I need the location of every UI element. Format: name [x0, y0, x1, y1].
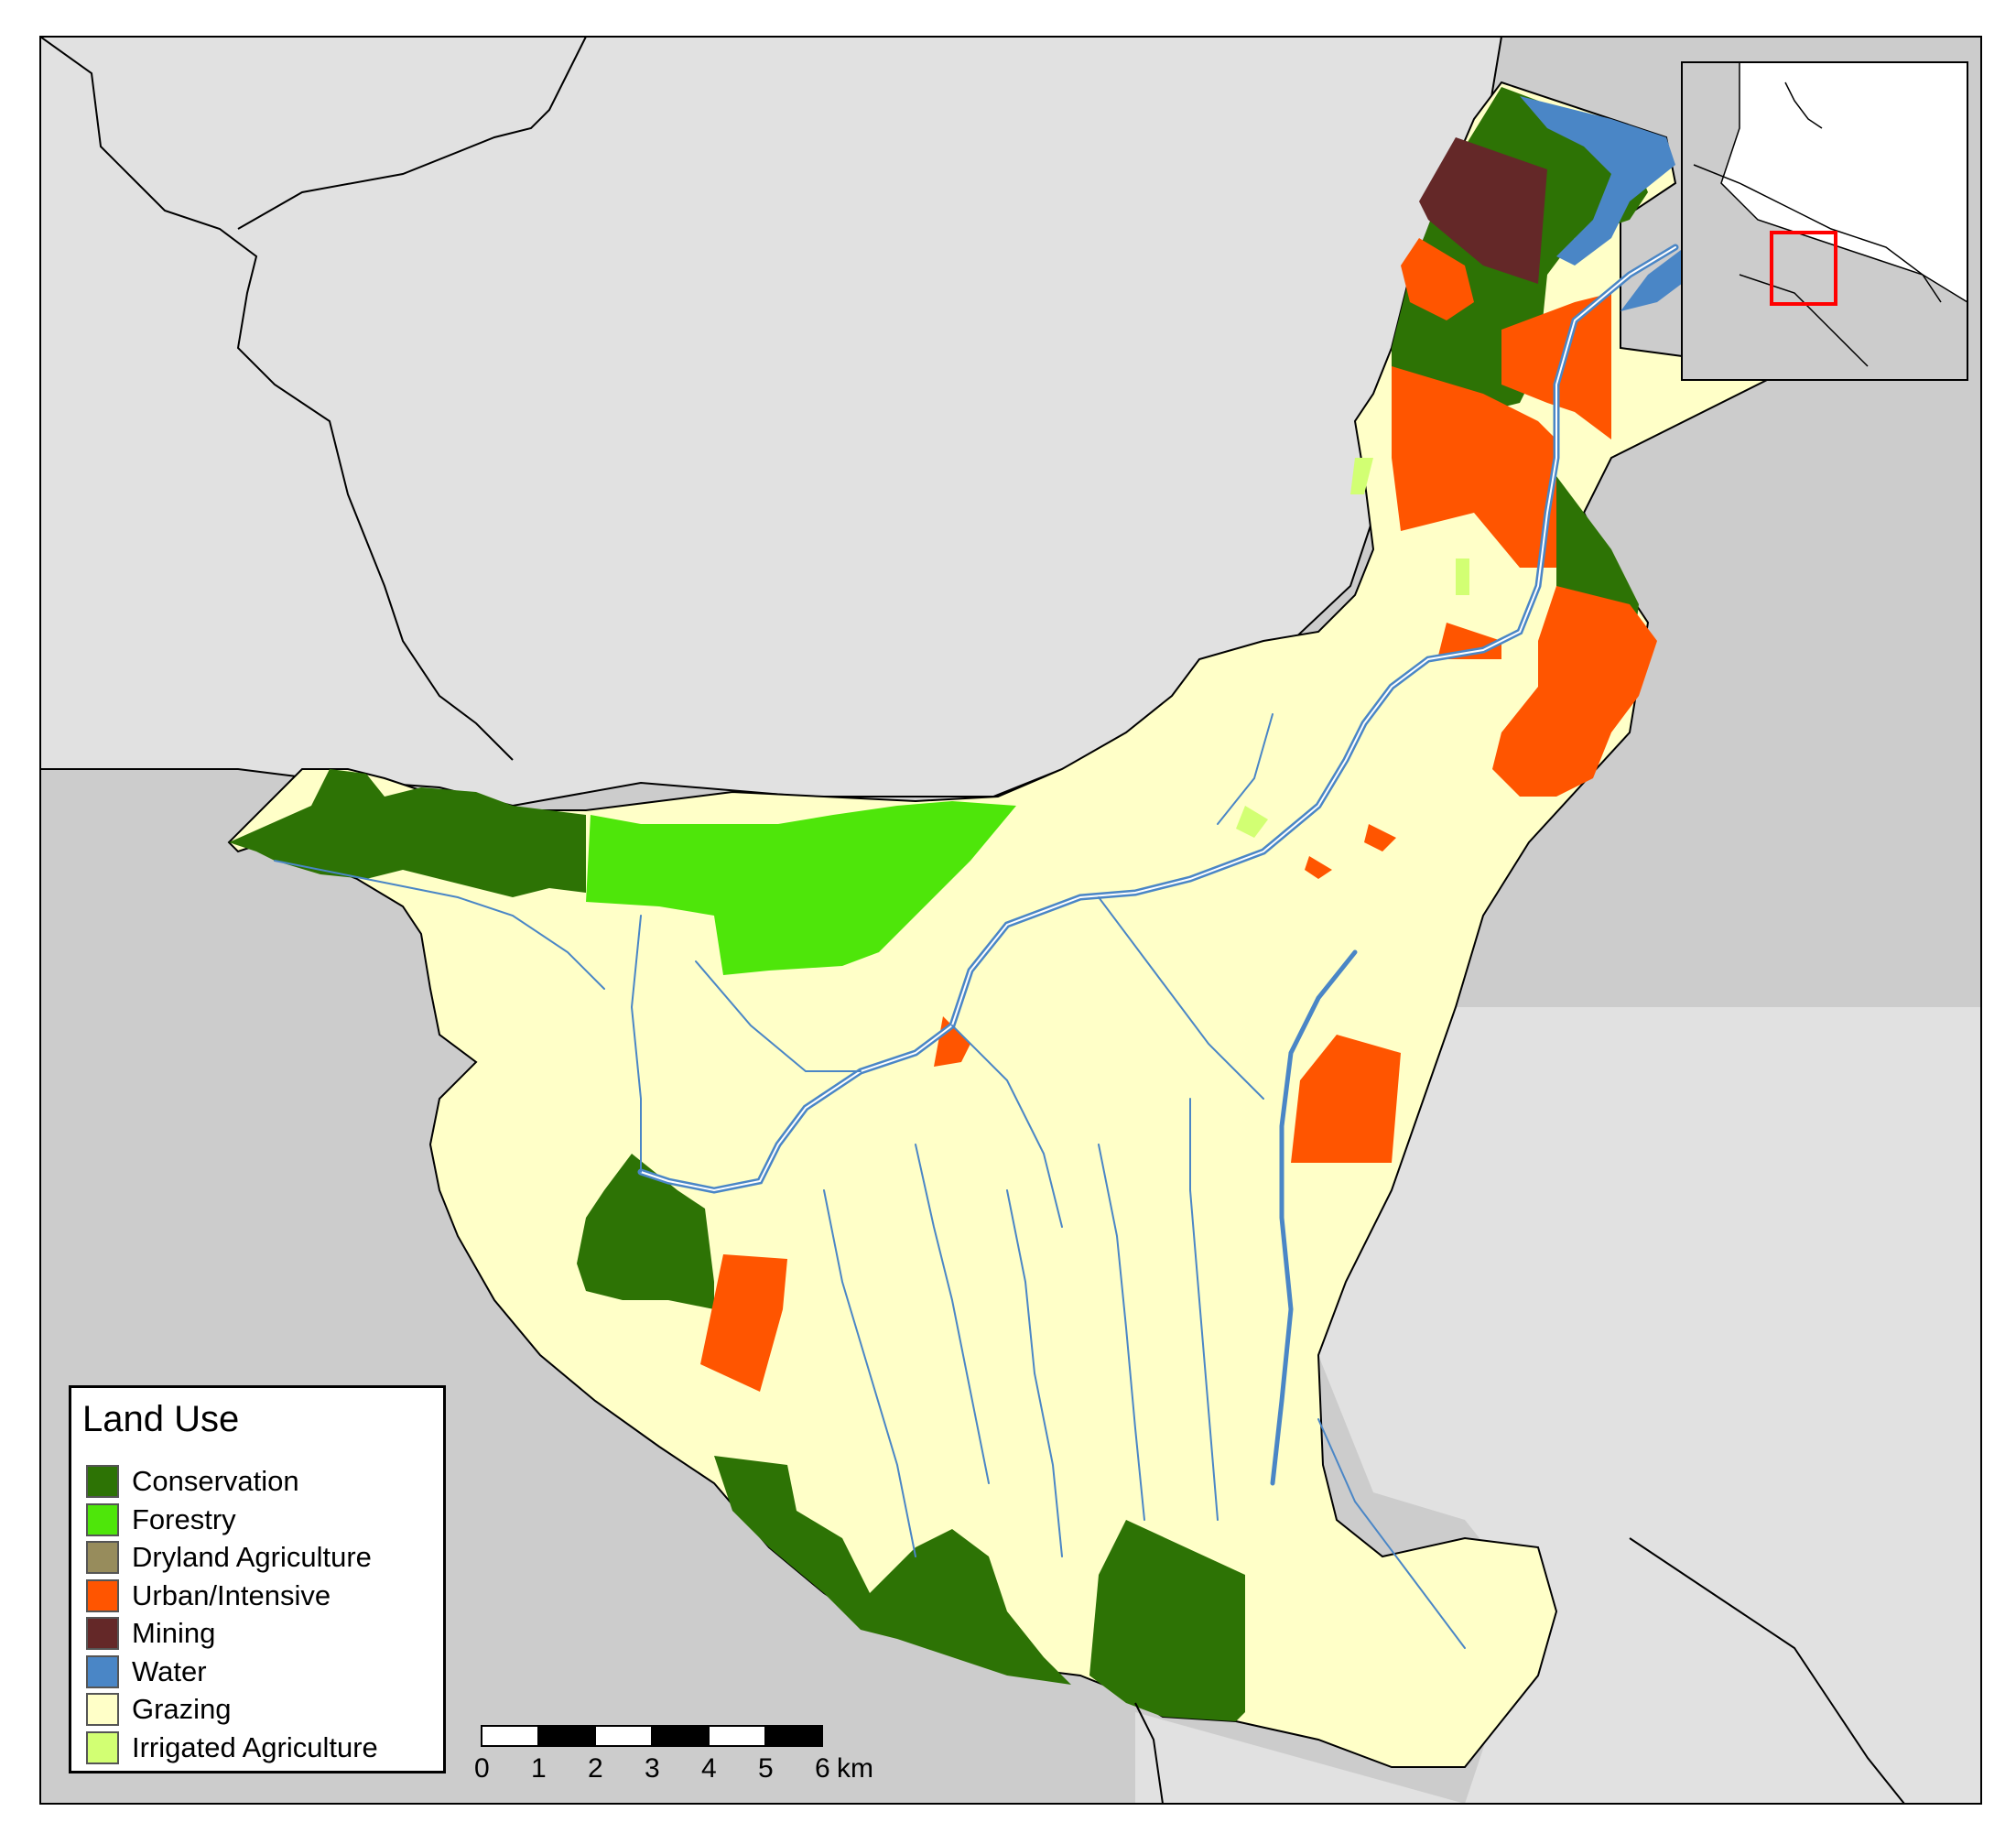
scale-tick-label: 6 [815, 1753, 830, 1784]
patch-urban [1501, 293, 1611, 439]
scale-tick-label: 4 [701, 1753, 717, 1784]
scale-bar [481, 1725, 823, 1747]
patch-conservation [577, 1154, 714, 1309]
legend-label: Urban/Intensive [132, 1578, 331, 1611]
legend-title: Land Use [82, 1399, 240, 1439]
legend-label: Dryland Agriculture [132, 1541, 372, 1573]
river-network [274, 244, 1679, 1649]
legend-item: Conservation [86, 1463, 299, 1500]
legend-swatch [86, 1541, 119, 1574]
map-border [39, 36, 1982, 1805]
inset-highlight-box [1770, 231, 1837, 306]
patch-urban [700, 1254, 787, 1392]
legend-swatch [86, 1502, 119, 1536]
legend-item: Urban/Intensive [86, 1578, 331, 1614]
inset-border [1681, 61, 1968, 381]
legend-swatch [86, 1465, 119, 1498]
scale-tick-label: 3 [645, 1753, 660, 1784]
patch-urban [1291, 1035, 1401, 1163]
patch-water [1620, 247, 1694, 311]
patch-urban [1364, 824, 1396, 851]
patch-forestry [586, 801, 1016, 975]
legend-label: Water [132, 1654, 207, 1687]
patch-conservation [1089, 1520, 1245, 1721]
scale-unit-label: km [837, 1753, 873, 1784]
legend-swatch [86, 1578, 119, 1612]
legend-item: Dryland Agriculture [86, 1539, 372, 1576]
patch-irrigated [1456, 559, 1469, 595]
scale-tick-label: 1 [531, 1753, 547, 1784]
legend-label: Irrigated Agriculture [132, 1730, 378, 1763]
inset-locator-map [1682, 62, 1967, 380]
legend-item: Irrigated Agriculture [86, 1730, 378, 1766]
legend: Land Use Conservation Forestry Dryland Agr… [69, 1385, 446, 1773]
legend-item: Forestry [86, 1502, 236, 1538]
legend-swatch [86, 1654, 119, 1688]
scale-tick-label: 5 [758, 1753, 774, 1784]
legend-label: Mining [132, 1617, 216, 1649]
legend-swatch [86, 1730, 119, 1764]
patch-urban [1392, 366, 1556, 568]
scale-tick-label: 2 [588, 1753, 603, 1784]
legend-item: Water [86, 1654, 207, 1690]
legend-label: Grazing [132, 1693, 232, 1725]
legend-item: Grazing [86, 1691, 232, 1728]
legend-item: Mining [86, 1615, 215, 1652]
catchment-boundaries [40, 37, 1905, 1804]
legend-swatch [86, 1693, 119, 1726]
patch-mining [1419, 137, 1547, 284]
patch-urban [1401, 238, 1474, 320]
outside-region-south [1135, 1712, 1465, 1804]
patch-urban [1305, 856, 1332, 879]
scale-tick-label: 0 [474, 1753, 490, 1784]
legend-label: Conservation [132, 1465, 299, 1497]
patch-water [1520, 96, 1675, 266]
patch-conservation [714, 1456, 1071, 1685]
outside-region-southeast [1318, 1007, 1981, 1804]
legend-label: Forestry [132, 1502, 236, 1535]
patch-urban [1492, 586, 1657, 797]
patch-irrigated [1350, 458, 1373, 494]
patch-irrigated [1236, 806, 1268, 838]
legend-swatch [86, 1617, 119, 1650]
patch-conservation [229, 769, 586, 897]
